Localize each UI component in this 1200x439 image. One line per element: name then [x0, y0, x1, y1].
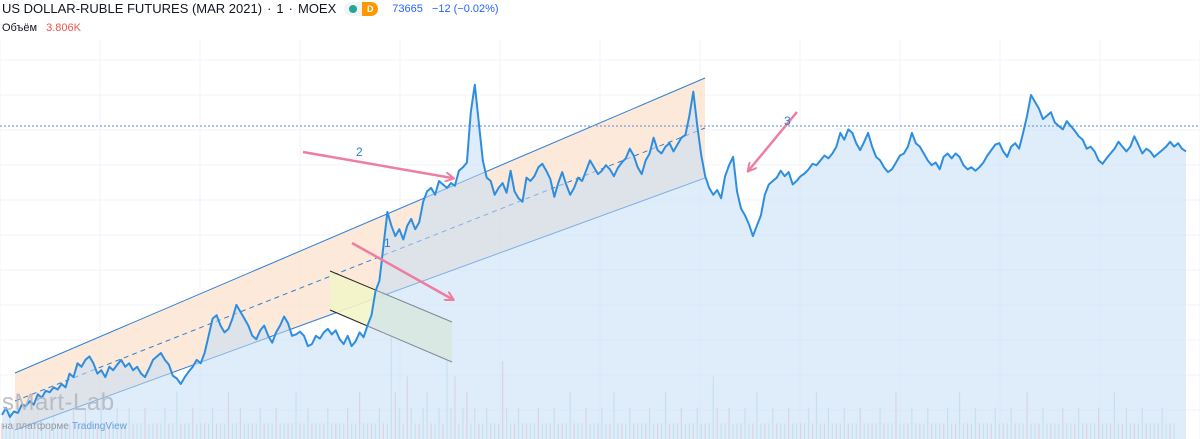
arrow-1 — [351, 241, 452, 299]
price-area-fill — [2, 84, 1186, 439]
legend-separator: · — [288, 1, 293, 16]
channel-midline — [14, 127, 706, 402]
price-change: −12 (−0.02%) — [431, 2, 499, 15]
exchange-label: MOEX — [297, 1, 337, 16]
smartlab-watermark: sMart-Lab — [2, 389, 115, 416]
channel-upper-line — [14, 77, 706, 374]
annotation-arrows[interactable]: 2 1 3 — [302, 111, 798, 299]
platform-watermark: на платформе TradingView — [2, 421, 127, 432]
upper-channel-fill — [15, 78, 705, 430]
volume-value: 3.806K — [46, 22, 81, 34]
price-line[interactable] — [1, 83, 1187, 418]
arrow-2 — [302, 150, 452, 178]
symbol-legend[interactable]: US DOLLAR-RUBLE FUTURES (MAR 2021) · 1 ·… — [2, 1, 505, 16]
volume-label: Объём — [2, 22, 38, 34]
market-status-pill[interactable]: D — [344, 1, 379, 16]
symbol-title[interactable]: US DOLLAR-RUBLE FUTURES (MAR 2021) — [2, 1, 263, 16]
arrow-2-label: 2 — [356, 145, 363, 159]
legend-separator: · — [267, 1, 272, 16]
volume-legend[interactable]: Объём 3.806K — [2, 22, 81, 34]
arrow-3-label: 3 — [784, 114, 791, 128]
last-price: 73665 — [392, 2, 423, 15]
interval-label[interactable]: 1 — [276, 1, 284, 16]
tradingview-link[interactable]: TradingView — [71, 421, 127, 432]
market-open-icon — [344, 1, 363, 16]
arrow-3 — [749, 111, 798, 170]
price-readout: 73665 −12 (−0.02%) — [392, 3, 504, 15]
platform-prefix: на платформе — [2, 421, 69, 432]
delayed-badge: D — [362, 1, 379, 16]
arrow-1-label: 1 — [384, 236, 391, 250]
